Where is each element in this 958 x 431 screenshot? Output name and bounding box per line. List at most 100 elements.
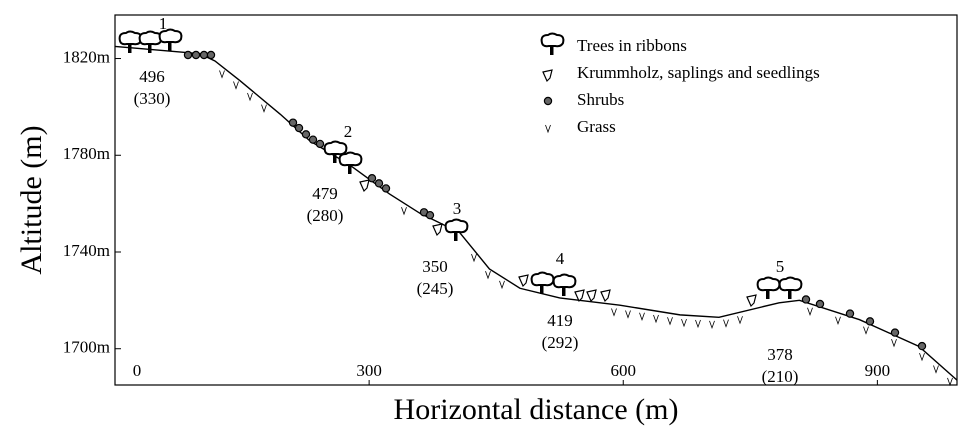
site-count: 479 [312, 184, 338, 203]
grass-symbol [402, 207, 407, 214]
tree-symbol [554, 275, 576, 288]
tree-trunk [333, 154, 337, 163]
shrub-symbol [184, 51, 191, 58]
tree-trunk [550, 46, 554, 55]
grass-symbol [920, 353, 925, 360]
grass-symbol [248, 93, 253, 100]
legend-label: Krummholz, saplings and seedlings [577, 63, 820, 82]
shrub-symbol [302, 131, 309, 138]
tree-trunk [148, 44, 152, 53]
shrub-symbol [846, 310, 853, 317]
tree-trunk [788, 290, 792, 299]
tree-symbol [446, 220, 468, 233]
x-tick-label: 600 [610, 361, 636, 380]
tree-symbol [780, 278, 802, 291]
y-tick-label: 1820m [63, 47, 110, 66]
site-number: 1 [159, 14, 168, 33]
shrub-symbol [192, 51, 199, 58]
y-tick-label: 1780m [63, 144, 110, 163]
site-number: 2 [344, 122, 353, 141]
site-count-paren: (245) [417, 279, 454, 298]
site-count: 419 [547, 311, 573, 330]
shrub-symbol [816, 300, 823, 307]
y-axis-title: Altitude (m) [15, 125, 48, 274]
shrub-symbol [295, 124, 302, 131]
site-count: 350 [422, 257, 448, 276]
x-tick-label: 300 [356, 361, 382, 380]
page: Altitude (m) Horizontal distance (m) 170… [0, 0, 958, 431]
grass-symbol [738, 316, 743, 323]
shrub-symbol [866, 318, 873, 325]
grass-symbol [546, 125, 551, 132]
plot-frame [115, 15, 957, 385]
site-count-paren: (292) [542, 333, 579, 352]
shrub-symbol [200, 51, 207, 58]
krummholz-symbol [543, 70, 552, 81]
tree-symbol [532, 273, 554, 286]
grass-symbol [892, 339, 897, 346]
grass-symbol [262, 105, 267, 112]
grass-symbol [696, 320, 701, 327]
shrub-symbol [382, 185, 389, 192]
site-number: 3 [453, 199, 462, 218]
grass-symbol [472, 254, 477, 261]
shrub-symbol [309, 136, 316, 143]
x-axis-title: Horizontal distance (m) [394, 393, 679, 426]
grass-symbol [934, 366, 939, 373]
tree-symbol [542, 34, 564, 47]
site-count-paren: (210) [762, 367, 799, 386]
grass-symbol [864, 327, 869, 334]
grass-symbol [500, 281, 505, 288]
shrub-symbol [891, 329, 898, 336]
shrub-symbol [918, 342, 925, 349]
legend-label: Trees in ribbons [577, 36, 687, 55]
krummholz-symbol [360, 180, 369, 191]
grass-symbol [808, 308, 813, 315]
grass-symbol [654, 315, 659, 322]
grass-symbol [234, 82, 239, 89]
site-number: 4 [556, 249, 565, 268]
krummholz-symbol [601, 290, 610, 301]
tree-symbol [120, 32, 142, 45]
krummholz-symbol [747, 295, 756, 306]
site-count: 378 [767, 345, 793, 364]
site-count-paren: (330) [134, 89, 171, 108]
grass-symbol [710, 321, 715, 328]
tree-trunk [766, 290, 770, 299]
chart: Altitude (m) Horizontal distance (m) 170… [0, 0, 958, 431]
profile-line [115, 46, 957, 380]
site-count: 496 [139, 67, 165, 86]
tree-trunk [348, 165, 352, 174]
x-tick-label: 900 [865, 361, 891, 380]
grass-symbol [486, 271, 491, 278]
tree-trunk [454, 232, 458, 241]
legend-label: Grass [577, 117, 616, 136]
site-count-paren: (280) [307, 206, 344, 225]
shrub-symbol [544, 97, 551, 104]
tree-trunk [168, 42, 172, 51]
shrub-symbol [426, 212, 433, 219]
tree-trunk [128, 44, 132, 53]
grass-symbol [948, 378, 953, 385]
grass-symbol [682, 319, 687, 326]
shrub-symbol [368, 175, 375, 182]
shrub-symbol [289, 119, 296, 126]
x-tick-label: 0 [133, 361, 142, 380]
grass-symbol [640, 313, 645, 320]
legend-label: Shrubs [577, 90, 624, 109]
krummholz-symbol [433, 224, 442, 235]
krummholz-symbol [519, 275, 528, 286]
tree-trunk [540, 285, 544, 294]
shrub-symbol [207, 51, 214, 58]
tree-symbol [340, 153, 362, 166]
grass-symbol [724, 320, 729, 327]
shrub-symbol [375, 180, 382, 187]
shrub-symbol [802, 296, 809, 303]
grass-symbol [220, 70, 225, 77]
site-number: 5 [776, 257, 785, 276]
tree-symbol [758, 278, 780, 291]
tree-trunk [562, 287, 566, 296]
grass-symbol [626, 311, 631, 318]
y-tick-label: 1700m [63, 338, 110, 357]
tree-symbol [325, 142, 347, 155]
